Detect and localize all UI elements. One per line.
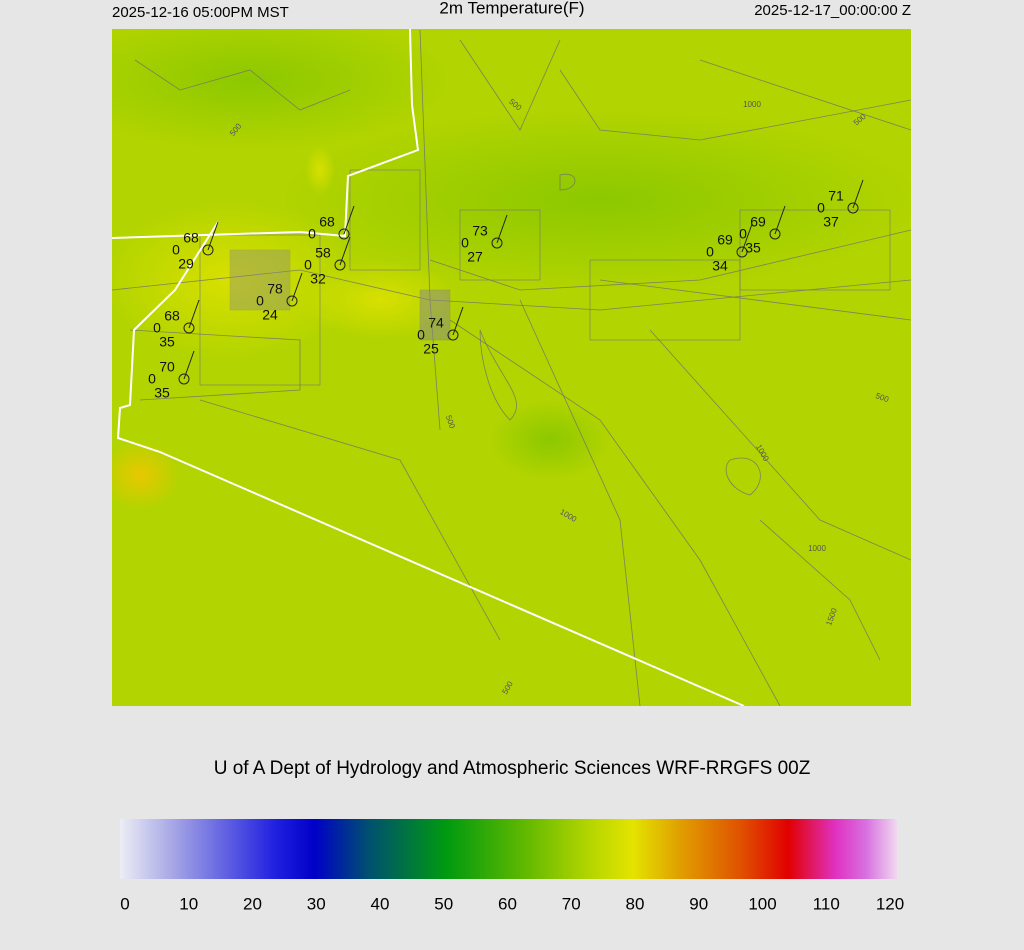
colorbar-tick-label: 0 bbox=[120, 894, 129, 913]
state-border bbox=[116, 221, 745, 706]
wind-staff bbox=[774, 205, 786, 235]
station-wind: 0 bbox=[148, 371, 156, 387]
colorbar-ticks: 0 10 20 30 40 50 60 70 80 90 100 110 120 bbox=[120, 894, 904, 913]
station-temp: 69 bbox=[750, 214, 766, 230]
wind-staff bbox=[183, 350, 195, 380]
station-dewpoint: 27 bbox=[467, 249, 483, 265]
station-circle bbox=[183, 322, 195, 334]
map bbox=[112, 29, 911, 706]
map-title: 2m Temperature(F) bbox=[439, 0, 584, 17]
station-wind: 0 bbox=[256, 293, 264, 309]
colorbar-tick-label: 20 bbox=[243, 894, 262, 913]
station-temp: 78 bbox=[267, 281, 283, 297]
field-shading bbox=[112, 440, 180, 510]
station-circle bbox=[338, 228, 350, 240]
contour-label: 500 bbox=[444, 414, 457, 430]
station-dewpoint: 37 bbox=[823, 214, 839, 230]
wind-staff bbox=[852, 179, 864, 209]
station-wind: 0 bbox=[172, 242, 180, 258]
station-dewpoint: 35 bbox=[154, 385, 170, 401]
station-temp: 58 bbox=[315, 245, 331, 261]
colorbar-tick-label: 80 bbox=[626, 894, 645, 913]
station-wind: 0 bbox=[817, 200, 825, 216]
station-wind: 0 bbox=[739, 226, 747, 242]
station-wind: 0 bbox=[417, 327, 425, 343]
wind-staff bbox=[741, 223, 753, 253]
wind-staff bbox=[291, 272, 303, 302]
station-temp: 74 bbox=[428, 315, 444, 331]
field-shading bbox=[305, 145, 335, 195]
station-dewpoint: 24 bbox=[262, 307, 278, 323]
station-temp: 68 bbox=[319, 214, 335, 230]
field-shading bbox=[112, 200, 360, 360]
wind-staff bbox=[452, 306, 464, 336]
station-temp: 69 bbox=[717, 232, 733, 248]
county-border bbox=[112, 29, 420, 239]
station-wind: 0 bbox=[304, 257, 312, 273]
wind-staff bbox=[188, 299, 200, 329]
colorbar-tick-label: 50 bbox=[434, 894, 453, 913]
station-circle bbox=[202, 244, 214, 256]
station-circle bbox=[847, 202, 859, 214]
colorbar-tick-label: 90 bbox=[689, 894, 708, 913]
station-dewpoint: 32 bbox=[310, 271, 326, 287]
wind-staff bbox=[343, 205, 355, 235]
station-dewpoint: 25 bbox=[423, 341, 439, 357]
station-temp: 68 bbox=[164, 308, 180, 324]
station-temp: 70 bbox=[159, 359, 175, 375]
colorbar-tick-label: 70 bbox=[562, 894, 581, 913]
station-circle bbox=[447, 329, 459, 341]
colorbar bbox=[120, 819, 897, 879]
station-circle bbox=[769, 228, 781, 240]
contour-label: 500 bbox=[874, 391, 890, 404]
roads bbox=[112, 29, 911, 706]
station-circle bbox=[178, 373, 190, 385]
station-wind: 0 bbox=[308, 226, 316, 242]
field-shading bbox=[280, 110, 911, 290]
wind-staff bbox=[207, 221, 219, 251]
colorbar-tick-label: 110 bbox=[813, 894, 840, 913]
station-temp: 68 bbox=[183, 230, 199, 246]
colorbar-tick-label: 100 bbox=[748, 894, 776, 913]
colorbar-tick-label: 60 bbox=[498, 894, 517, 913]
colorbar-tick-label: 10 bbox=[179, 894, 198, 913]
station-dewpoint: 35 bbox=[745, 240, 761, 256]
colorbar-tick-label: 120 bbox=[876, 894, 904, 913]
field-shading bbox=[490, 400, 610, 480]
colorbar-tick-label: 40 bbox=[371, 894, 390, 913]
station-circle bbox=[334, 259, 346, 271]
urban-grid bbox=[199, 169, 891, 386]
valid-local-time: 2025-12-16 05:00PM MST bbox=[112, 4, 289, 21]
station-dewpoint: 35 bbox=[159, 334, 175, 350]
field-shading bbox=[112, 29, 450, 150]
contour-label: 1000 bbox=[808, 544, 826, 553]
station-wind: 0 bbox=[153, 320, 161, 336]
station-circle bbox=[286, 295, 298, 307]
station-circle bbox=[736, 246, 748, 258]
wind-staff bbox=[496, 214, 508, 244]
colorbar-tick-label: 30 bbox=[307, 894, 326, 913]
contour-label: 1000 bbox=[743, 100, 761, 109]
station-dewpoint: 34 bbox=[712, 258, 728, 274]
station-wind: 0 bbox=[461, 235, 469, 251]
station-circle bbox=[491, 237, 503, 249]
station-temp: 71 bbox=[828, 188, 844, 204]
station-temp: 73 bbox=[472, 223, 488, 239]
wind-staff bbox=[339, 236, 351, 266]
valid-utc-time: 2025-12-17_00:00:00 Z bbox=[754, 2, 911, 19]
station-wind: 0 bbox=[706, 244, 714, 260]
credit: U of A Dept of Hydrology and Atmospheric… bbox=[214, 758, 811, 779]
station-plots: 6802968058032780246803570035730277402569… bbox=[148, 179, 864, 401]
station-dewpoint: 29 bbox=[178, 256, 194, 272]
